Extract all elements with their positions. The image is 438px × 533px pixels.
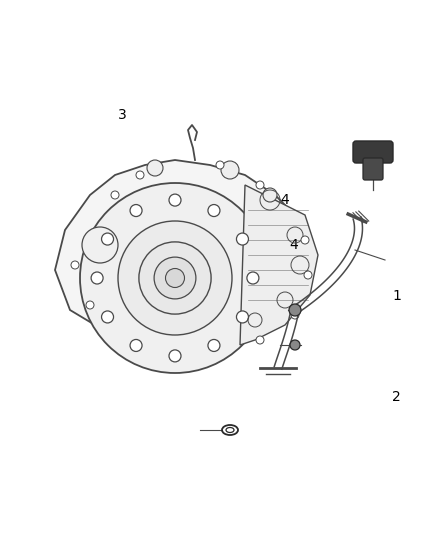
Circle shape [147, 160, 163, 176]
Circle shape [139, 242, 211, 314]
Circle shape [166, 269, 184, 287]
Circle shape [221, 161, 239, 179]
Circle shape [71, 261, 79, 269]
Circle shape [91, 272, 103, 284]
Text: 2: 2 [392, 390, 401, 404]
FancyBboxPatch shape [363, 158, 383, 180]
Circle shape [80, 183, 270, 373]
Circle shape [102, 233, 113, 245]
Circle shape [291, 311, 299, 319]
Circle shape [169, 350, 181, 362]
Circle shape [256, 181, 264, 189]
Circle shape [208, 205, 220, 216]
Circle shape [130, 205, 142, 216]
Circle shape [304, 271, 312, 279]
Text: 1: 1 [392, 289, 401, 303]
Circle shape [136, 171, 144, 179]
Circle shape [111, 191, 119, 199]
Circle shape [208, 340, 220, 351]
Text: 4: 4 [289, 238, 298, 252]
Circle shape [216, 161, 224, 169]
Circle shape [301, 236, 309, 244]
Circle shape [289, 304, 301, 316]
Circle shape [154, 257, 196, 299]
Circle shape [263, 188, 277, 202]
Text: 4: 4 [280, 193, 289, 207]
Circle shape [118, 221, 232, 335]
Circle shape [247, 272, 259, 284]
Circle shape [290, 340, 300, 350]
Circle shape [86, 301, 94, 309]
Circle shape [169, 194, 181, 206]
FancyBboxPatch shape [353, 141, 393, 163]
Text: 3: 3 [118, 108, 127, 122]
Polygon shape [55, 160, 315, 350]
Polygon shape [240, 185, 318, 345]
Circle shape [82, 227, 118, 263]
Circle shape [237, 311, 248, 323]
Circle shape [130, 340, 142, 351]
Circle shape [256, 336, 264, 344]
Circle shape [237, 233, 248, 245]
Circle shape [102, 311, 113, 323]
